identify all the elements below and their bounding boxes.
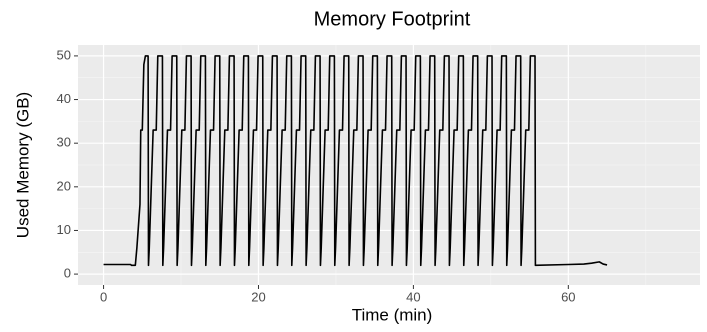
y-tick-label: 20 (57, 178, 71, 193)
x-axis-label: Time (min) (352, 305, 433, 324)
y-axis-label: Used Memory (GB) (13, 92, 32, 238)
y-tick-label: 10 (57, 222, 71, 237)
y-tick-label: 30 (57, 135, 71, 150)
x-tick-label: 20 (251, 289, 265, 304)
x-tick-label: 60 (561, 289, 575, 304)
x-tick-label: 40 (406, 289, 420, 304)
line (103, 55, 608, 267)
y-tick-label: 40 (57, 91, 71, 106)
y-tick-label: 0 (64, 266, 71, 281)
y-tick-label: 50 (57, 47, 71, 62)
chart-title: Memory Footprint (314, 8, 471, 30)
x-tick-label: 0 (100, 289, 107, 304)
